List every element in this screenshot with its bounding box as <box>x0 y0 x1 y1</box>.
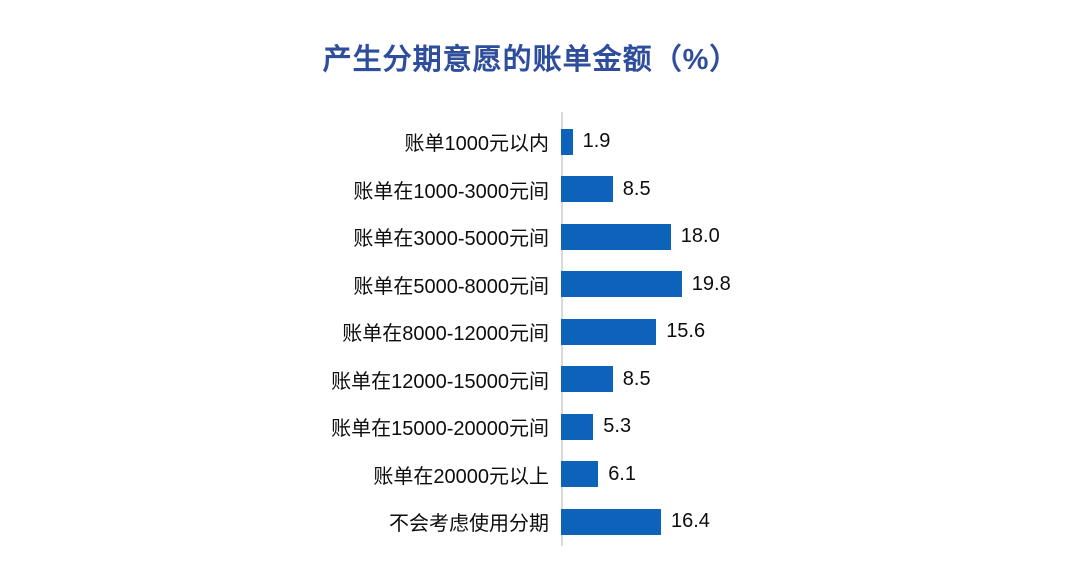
bar <box>561 366 613 393</box>
value-label: 19.8 <box>691 272 731 295</box>
value-label: 6.1 <box>608 462 636 485</box>
bar <box>561 223 671 250</box>
category-label: 账单在5000-8000元间 <box>353 275 549 298</box>
category-label: 账单在3000-5000元间 <box>353 228 549 251</box>
category-label: 账单在20000元以上 <box>373 465 549 488</box>
value-label: 18.0 <box>680 225 720 248</box>
bar <box>561 508 661 535</box>
bar <box>561 318 657 345</box>
value-label: 15.6 <box>666 320 706 343</box>
bar-row: 账单在1000-3000元间 8.5 <box>0 166 1080 214</box>
bar-row: 账单在15000-20000元间 5.3 <box>0 403 1080 451</box>
category-label: 账单在1000-3000元间 <box>353 180 549 203</box>
bar-row: 账单在5000-8000元间 19.8 <box>0 261 1080 309</box>
bar-chart-plot-area: 账单1000元以内 1.9 账单在1000-3000元间 8.5 账单在3000-500… <box>0 118 1080 546</box>
bar-row: 账单在8000-12000元间 15.6 <box>0 308 1080 356</box>
value-label: 1.9 <box>582 130 611 153</box>
value-label: 8.5 <box>622 177 651 200</box>
value-label: 5.3 <box>603 415 632 438</box>
bar-row: 账单在12000-15000元间 8.5 <box>0 356 1080 404</box>
bar <box>561 461 599 488</box>
bar <box>561 413 594 440</box>
bar <box>561 176 613 203</box>
category-label: 账单在12000-15000元间 <box>331 370 549 393</box>
bar-row: 账单1000元以内 1.9 <box>0 118 1080 166</box>
category-label: 账单在15000-20000元间 <box>331 418 549 441</box>
bar-row: 账单在20000元以上 6.1 <box>0 451 1080 499</box>
category-label: 账单1000元以内 <box>404 133 550 156</box>
category-label: 账单在8000-12000元间 <box>342 323 549 346</box>
bar-row: 不会考虑使用分期 16.4 <box>0 498 1080 546</box>
value-label: 8.5 <box>622 367 651 390</box>
bar <box>561 271 682 298</box>
bar <box>561 128 573 155</box>
value-label: 16.4 <box>671 510 710 533</box>
category-label: 不会考虑使用分期 <box>389 513 549 536</box>
bar-row: 账单在3000-5000元间 18.0 <box>0 213 1080 261</box>
chart-title: 产生分期意愿的账单金额（%） <box>322 44 740 76</box>
